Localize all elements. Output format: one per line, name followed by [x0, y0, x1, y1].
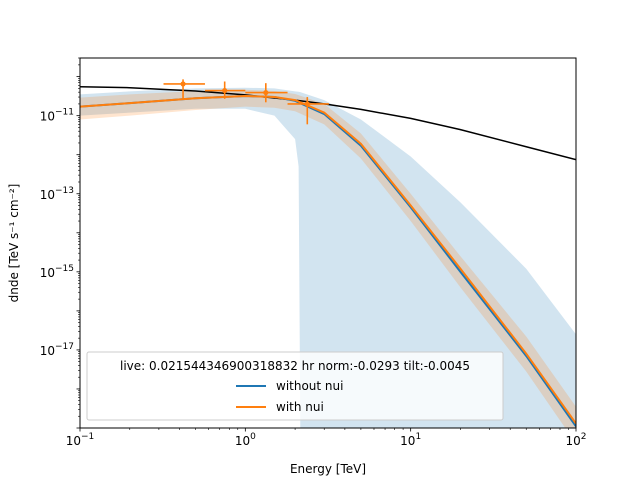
flux-points: [163, 79, 329, 125]
error-bands: [80, 87, 576, 428]
legend-box: [86, 351, 504, 421]
legend-label-without-nui: without nui: [276, 379, 343, 393]
y-tick-label: 10−13: [40, 186, 74, 202]
y-axis-ticks: 10−11 10−13 10−15 10−17: [40, 57, 80, 429]
without-nui-error-band: [80, 87, 576, 428]
y-axis-label: dnde [TeV s⁻¹ cm⁻²]: [7, 184, 21, 303]
flux-point: [204, 81, 246, 99]
flux-point-marker: [222, 87, 228, 94]
x-tick-label: 100: [235, 432, 256, 448]
legend-label-with-nui: with nui: [276, 400, 324, 414]
y-tick-label: 10−15: [40, 264, 74, 280]
y-tick-label: 10−11: [40, 108, 74, 124]
flux-point: [163, 79, 205, 99]
flux-point-marker: [304, 101, 310, 107]
x-tick-label: 102: [565, 432, 586, 448]
flux-point: [245, 83, 288, 103]
x-tick-label: 10−1: [66, 432, 95, 448]
legend-title: live: 0.021544346900318832 hr norm:-0.02…: [120, 359, 470, 373]
legend: live: 0.021544346900318832 hr norm:-0.02…: [86, 351, 504, 421]
flux-point: [287, 97, 329, 125]
plot-frame: [79, 57, 577, 429]
flux-point-marker: [263, 89, 269, 96]
x-axis-label: Energy [TeV]: [290, 462, 366, 476]
x-axis-ticks: 10−1 100 101 102: [66, 428, 587, 448]
y-tick-label: 10−17: [40, 342, 74, 358]
flux-point-marker: [180, 81, 186, 87]
with-nui-line: [80, 94, 576, 425]
x-tick-label: 101: [400, 432, 421, 448]
